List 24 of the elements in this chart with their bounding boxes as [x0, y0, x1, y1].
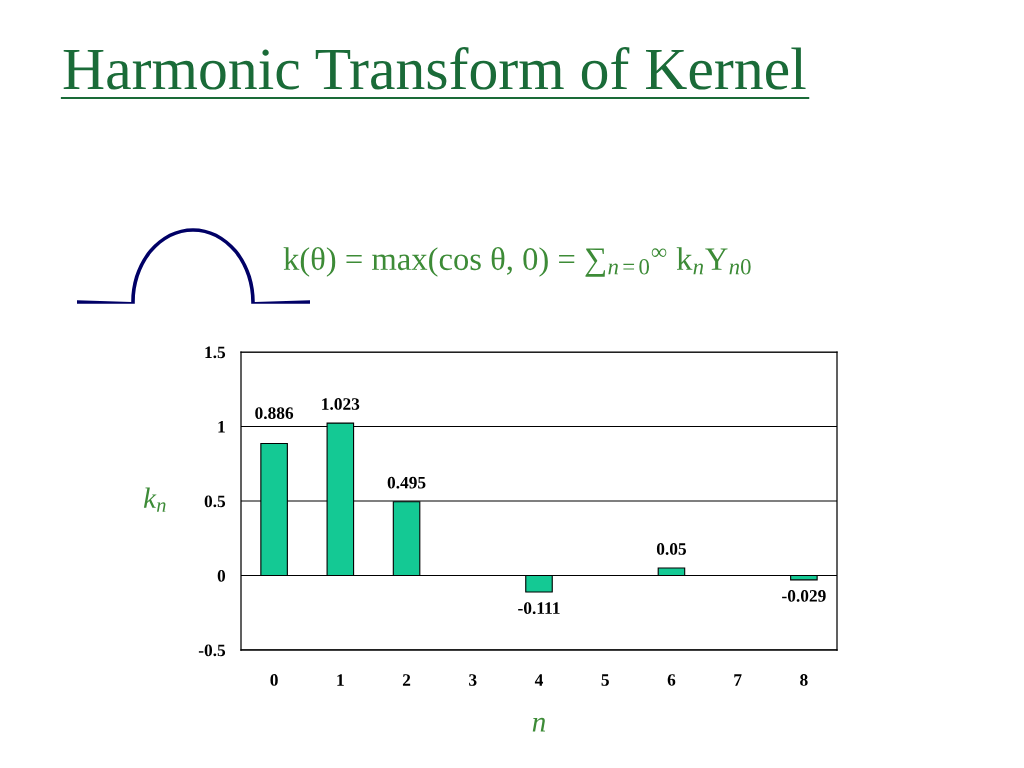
text: k(θ) = max(cos θ, 0) = ∑$_{n=0}$$^{∞}$ k$_{n}$Y$_{n0}$ — [283, 246, 751, 277]
x-axis-title: n — [532, 717, 546, 732]
data-label: -0.111 — [518, 602, 560, 615]
data-label: 0.886 — [255, 407, 294, 420]
x-tick-label: 4 — [534, 674, 544, 686]
x-tick-label: 2 — [402, 674, 411, 686]
data-label: 0.05 — [656, 543, 686, 555]
x-tick-label: 3 — [469, 674, 477, 686]
y-tick-label: 0.5 — [204, 495, 226, 508]
y-tick-label: 1.5 — [205, 346, 226, 359]
data-label: 0.495 — [387, 476, 426, 489]
x-tick-label: 1 — [337, 674, 344, 686]
x-tick-label: 0 — [270, 674, 278, 686]
y-axis-title: k$_{n}$ — [143, 487, 166, 512]
x-tick-label: 8 — [800, 674, 808, 686]
x-tick-label: 6 — [667, 674, 676, 686]
x-tick-label: 5 — [601, 674, 609, 686]
data-label: 1.023 — [322, 398, 360, 410]
x-tick-label: 7 — [734, 674, 742, 686]
data-label: -0.029 — [782, 590, 826, 602]
chart-title: Harmonic Transform of Kernel — [63, 46, 806, 90]
y-tick-label: 1 — [218, 421, 225, 433]
y-tick-label: -0.5 — [198, 644, 226, 657]
y-tick-label: 0 — [217, 569, 226, 582]
